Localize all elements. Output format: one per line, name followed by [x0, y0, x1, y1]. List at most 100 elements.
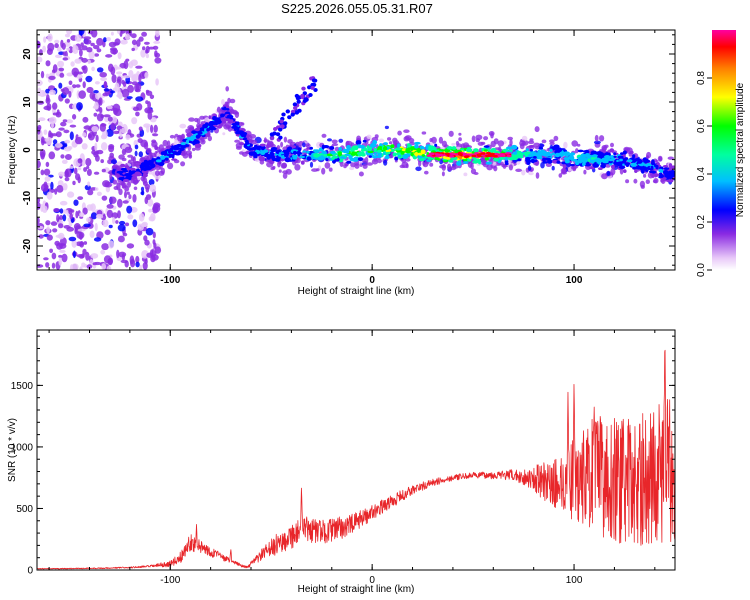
heatmap-cell [278, 135, 283, 140]
heatmap-cell [368, 155, 372, 158]
heatmap-cell [476, 153, 482, 156]
heatmap-cell [120, 163, 126, 168]
heatmap-cell [120, 127, 127, 134]
heatmap-cell [109, 173, 113, 180]
heatmap-cell [325, 157, 329, 162]
heatmap-cell [651, 162, 655, 165]
heatmap-cell [473, 148, 479, 153]
heatmap-cell [280, 141, 284, 148]
heatmap-cell [504, 162, 509, 166]
heatmap-cell [473, 172, 479, 175]
heatmap-cell [62, 119, 68, 123]
heatmap-cell [114, 66, 122, 70]
heatmap-cell [40, 70, 45, 79]
heatmap-cell [135, 83, 142, 91]
heatmap-cell [292, 150, 297, 155]
heatmap-cell [69, 165, 74, 169]
heatmap-cell [231, 109, 238, 115]
heatmap-cell [145, 90, 153, 96]
heatmap-cell [601, 157, 609, 162]
heatmap-cell [319, 155, 325, 161]
heatmap-cell [397, 154, 401, 158]
heatmap-cell [177, 143, 181, 148]
heatmap-cell [101, 243, 109, 251]
heatmap-cell [418, 157, 425, 162]
heatmap-cell [96, 48, 102, 53]
heatmap-cell [64, 168, 72, 178]
heatmap-cell [321, 144, 325, 150]
heatmap-cell [464, 155, 470, 158]
heatmap-cell [527, 140, 535, 145]
heatmap-cell [493, 165, 498, 172]
heatmap-cell [654, 164, 659, 168]
heatmap-cell [162, 139, 168, 147]
heatmap-cell [465, 153, 471, 156]
heatmap-cell [172, 146, 180, 151]
heatmap-cell [463, 172, 468, 177]
heatmap-cell [377, 152, 383, 157]
heatmap-cell [126, 243, 135, 249]
heatmap-cell [147, 101, 152, 109]
heatmap-cell [189, 137, 194, 141]
heatmap-cell [302, 91, 307, 96]
heatmap-cell [306, 156, 312, 161]
heatmap-cell [324, 162, 331, 169]
heatmap-cell [83, 223, 91, 228]
heatmap-cell [127, 214, 134, 220]
heatmap-cell [136, 103, 143, 111]
heatmap-cell [122, 200, 129, 204]
heatmap-cell [383, 142, 388, 146]
heatmap-cell [38, 234, 44, 239]
heatmap-cell [56, 185, 64, 193]
heatmap-cell [535, 172, 540, 179]
heatmap-cell [451, 146, 457, 150]
heatmap-cell [144, 183, 151, 190]
heatmap-cell [142, 46, 146, 51]
heatmap-cell [60, 154, 65, 159]
heatmap-cell [349, 157, 355, 162]
heatmap-cell [269, 136, 275, 141]
heatmap-cell [297, 152, 301, 157]
heatmap-cell [269, 132, 275, 137]
heatmap-cell [534, 126, 540, 133]
heatmap-cell [346, 160, 352, 164]
heatmap-cell [120, 39, 128, 45]
snr-y-axis-label: SNR (10 * v/v) [7, 418, 18, 482]
heatmap-cell [223, 106, 227, 110]
heatmap-cell [278, 152, 285, 155]
heatmap-cell [86, 168, 92, 176]
heatmap-cell [126, 96, 133, 100]
heatmap-cell [623, 169, 627, 174]
heatmap-cell [449, 155, 455, 158]
heatmap-cell [48, 89, 56, 96]
heatmap-cell [414, 141, 421, 145]
snr-panel: -100 0 100 0 500 1000 1500 Height of straight… [7, 329, 676, 595]
heatmap-cell [48, 151, 56, 160]
heatmap-cell [195, 143, 202, 148]
heatmap-cell [152, 133, 159, 137]
heatmap-cell [154, 246, 162, 254]
heatmap-cell [120, 259, 128, 264]
heatmap-cell [350, 153, 357, 156]
heatmap-cell [56, 109, 60, 116]
heatmap-cell [58, 171, 65, 177]
heatmap-cell [426, 154, 432, 157]
heatmap-cell [192, 140, 196, 146]
heatmap-cell [90, 253, 99, 259]
spectrogram-y-ticks: -20 -10 0 10 20 [22, 34, 675, 266]
heatmap-cell [291, 145, 296, 148]
heatmap-cell [485, 154, 491, 158]
heatmap-cell [37, 56, 43, 63]
heatmap-cell [500, 154, 506, 157]
x-tick-label: 0 [369, 575, 375, 586]
y-tick-label: 0 [22, 147, 33, 153]
heatmap-cell [58, 257, 62, 266]
colorbar-ticks: 0.0 0.2 0.4 0.6 0.8 [696, 71, 712, 277]
heatmap-cell [492, 161, 497, 166]
heatmap-cell [94, 142, 98, 152]
heatmap-cell [216, 106, 221, 113]
heatmap-cell [471, 154, 477, 158]
heatmap-cell [122, 75, 131, 79]
heatmap-cell [549, 139, 555, 143]
heatmap-cell [61, 159, 68, 164]
